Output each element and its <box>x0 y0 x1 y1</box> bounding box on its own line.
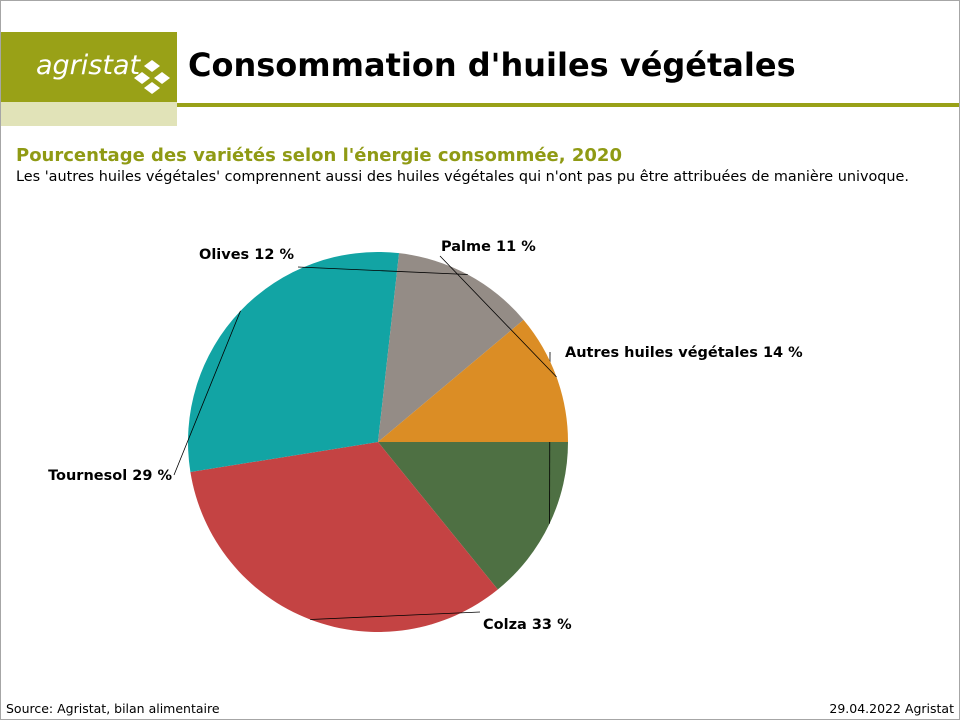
title-divider <box>177 103 959 107</box>
chart-subtitle: Les 'autres huiles végétales' comprennen… <box>16 169 909 185</box>
logo-icon <box>134 60 170 94</box>
pie-slice-tournesol <box>188 252 400 473</box>
footer-date: 29.04.2022 Agristat <box>829 701 954 716</box>
chart-title: Pourcentage des variétés selon l'énergie… <box>16 145 622 166</box>
pie-slice-palme <box>378 319 568 442</box>
logo-strip <box>1 102 177 126</box>
leader-line <box>173 310 241 476</box>
pie-slice-colza <box>190 442 498 633</box>
logo-text: agristat <box>36 50 141 81</box>
slice-label: Colza 33 % <box>483 617 572 633</box>
pie-slice-autres-huiles-végétales <box>378 442 568 590</box>
leader-line <box>310 611 481 620</box>
slice-label: Olives 12 % <box>199 247 294 263</box>
leader-line <box>297 266 468 275</box>
slice-label: Autres huiles végétales 14 % <box>565 345 803 361</box>
slice-label: Palme 11 % <box>441 239 536 255</box>
page-title: Consommation d'huiles végétales <box>188 46 796 84</box>
pie-slice-olives <box>378 253 524 442</box>
leader-line <box>439 255 557 378</box>
footer-source: Source: Agristat, bilan alimentaire <box>6 701 220 716</box>
slice-label: Tournesol 29 % <box>48 468 172 484</box>
